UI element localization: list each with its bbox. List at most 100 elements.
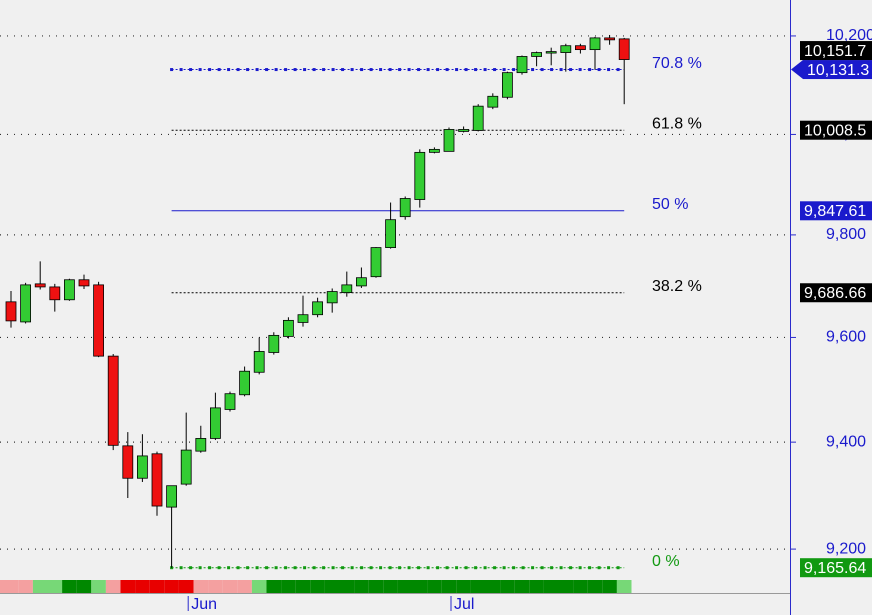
fib-marker — [217, 566, 221, 570]
candle-body — [253, 351, 265, 373]
candle-body — [268, 334, 280, 353]
candle-body — [122, 445, 134, 479]
fib-marker — [227, 566, 231, 570]
fib-marker — [284, 566, 288, 570]
price-box — [800, 558, 872, 578]
fib-marker — [436, 566, 440, 570]
signal-strip — [135, 580, 150, 593]
signal-strip — [470, 580, 486, 593]
signal-strip — [105, 580, 121, 593]
signal-strip — [397, 580, 413, 593]
signal-strip — [427, 580, 442, 593]
signal-strip — [222, 580, 238, 593]
signal-strip — [208, 580, 223, 593]
fib-marker — [616, 68, 620, 72]
candle-body — [151, 453, 163, 507]
signal-strip — [281, 580, 296, 593]
price-box — [800, 41, 872, 61]
price-box — [800, 201, 872, 221]
fib-marker — [474, 566, 478, 570]
signal-strip — [354, 580, 369, 593]
fib-marker — [293, 68, 297, 72]
fib-marker — [417, 566, 421, 570]
fib-marker — [331, 566, 335, 570]
fib-marker — [455, 566, 459, 570]
fib-marker — [407, 566, 411, 570]
signal-strip — [237, 580, 252, 593]
fib-marker — [350, 566, 354, 570]
signal-strip — [558, 580, 574, 593]
fib-marker — [255, 68, 259, 72]
signal-strip — [32, 580, 48, 593]
fib-marker — [312, 68, 316, 72]
y-tick-label: 9,600 — [826, 329, 866, 346]
candle-body — [64, 279, 75, 301]
signal-strip — [178, 580, 194, 593]
candle-body — [20, 284, 32, 323]
candle-body — [531, 52, 542, 57]
fib-marker — [445, 68, 449, 72]
price-arrow — [791, 60, 803, 80]
fib-marker — [189, 566, 193, 570]
price-label: 9,165.64 — [804, 560, 866, 577]
fib-marker — [483, 68, 487, 72]
price-box — [800, 283, 872, 303]
fib-marker — [208, 68, 212, 72]
signal-strip — [339, 580, 355, 593]
signal-strip — [602, 580, 617, 593]
candle-body — [326, 291, 338, 304]
signal-strip — [62, 580, 77, 593]
fib-marker — [236, 68, 240, 72]
fib-marker — [274, 566, 278, 570]
candle-body — [472, 105, 484, 131]
fib-marker — [578, 68, 582, 72]
fib-marker — [265, 68, 269, 72]
fib-marker — [170, 68, 174, 72]
fib-marker — [512, 566, 516, 570]
fib-marker — [512, 68, 516, 72]
fib-marker — [265, 566, 269, 570]
fib-marker — [407, 68, 411, 72]
candle-body — [107, 355, 119, 446]
candle-body — [239, 370, 251, 396]
signal-strip — [120, 580, 136, 593]
signal-strip — [76, 580, 92, 593]
fib-marker — [540, 68, 544, 72]
candle-body — [5, 301, 17, 322]
signal-strip — [310, 580, 325, 593]
y-tick-label: 9,200 — [826, 540, 866, 557]
signal-strip — [47, 580, 63, 593]
candle-body — [282, 319, 294, 337]
fib-marker — [388, 566, 392, 570]
fib-marker — [179, 68, 183, 72]
price-label: 10,151.7 — [804, 43, 866, 60]
fib-marker — [189, 68, 193, 72]
fib-marker — [217, 68, 221, 72]
candle-body — [370, 247, 382, 278]
fib-marker — [493, 566, 497, 570]
candle-body — [414, 151, 426, 200]
fib-marker — [379, 566, 383, 570]
fib-marker — [246, 68, 250, 72]
fib-marker — [331, 68, 335, 72]
fib-marker — [464, 68, 468, 72]
fib-marker — [578, 566, 582, 570]
fib-label: 0 % — [652, 553, 680, 570]
fib-marker — [398, 68, 402, 72]
candle-body — [297, 314, 309, 323]
signal-strip — [368, 580, 384, 593]
candle-body — [136, 455, 148, 479]
fib-marker — [227, 68, 231, 72]
fib-marker — [474, 68, 478, 72]
signal-strip — [587, 580, 603, 593]
fib-marker — [559, 68, 563, 72]
signal-strip — [193, 580, 209, 593]
fib-marker — [322, 68, 326, 72]
candle-body — [34, 283, 46, 288]
signal-strip — [251, 580, 267, 593]
signal-strip — [149, 580, 165, 593]
fib-marker — [360, 566, 364, 570]
candle-body — [224, 393, 236, 410]
fib-marker — [588, 566, 592, 570]
